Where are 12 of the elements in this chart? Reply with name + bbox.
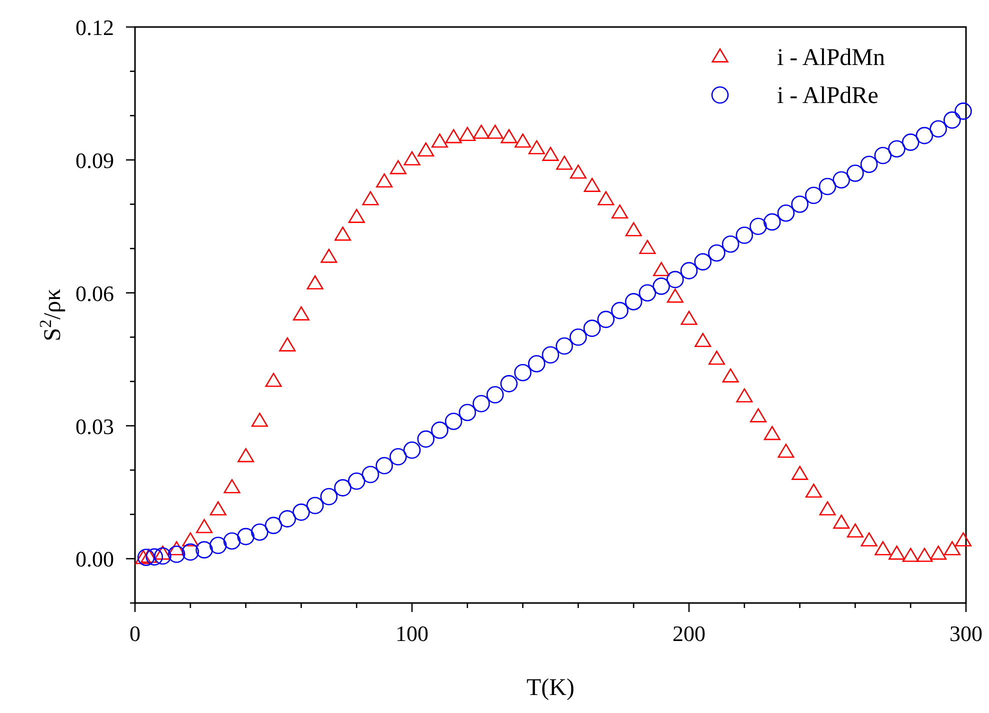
x-axis-title: T(K) bbox=[526, 675, 574, 701]
x-tick-label: 100 bbox=[396, 621, 428, 646]
legend-label: i - AlPdMn bbox=[777, 45, 886, 71]
x-tick-label: 300 bbox=[950, 621, 982, 646]
x-tick-label: 0 bbox=[130, 621, 140, 646]
y-tick-label: 0.06 bbox=[76, 280, 114, 306]
y-tick-label: 0.09 bbox=[76, 148, 114, 173]
y-tick-label: 0.03 bbox=[76, 414, 114, 439]
legend-label: i - AlPdRe bbox=[777, 83, 878, 109]
y-tick-label: 0.12 bbox=[76, 15, 114, 40]
y-tick-label: 0.00 bbox=[76, 546, 114, 572]
x-tick-label: 200 bbox=[672, 621, 706, 646]
